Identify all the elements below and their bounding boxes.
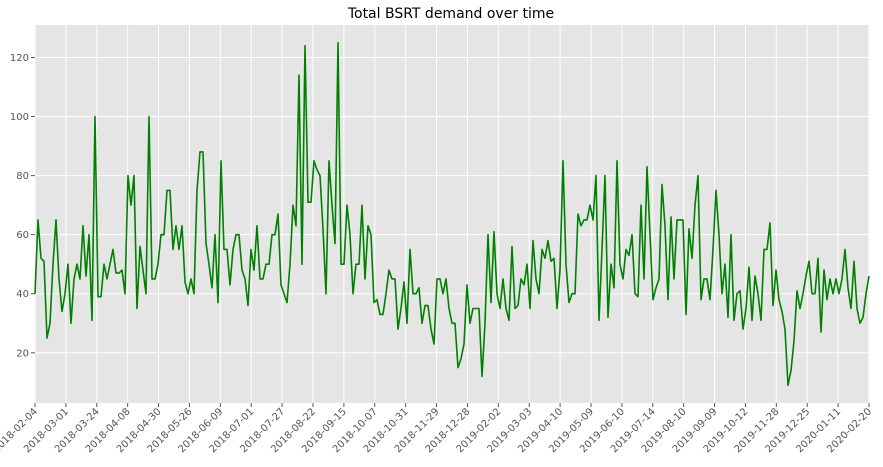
plot-area — [35, 25, 869, 403]
y-tick-label: 100 — [10, 112, 29, 123]
x-axis: 2018-02-042018-03-012018-03-242018-04-08… — [0, 403, 874, 455]
y-tick-label: 20 — [16, 348, 29, 359]
chart-title: Total BSRT demand over time — [347, 6, 554, 22]
y-gridlines — [35, 56, 869, 354]
y-tick-label: 60 — [16, 230, 29, 241]
y-tick-label: 40 — [16, 289, 29, 300]
y-tick-label: 80 — [16, 171, 29, 182]
y-tick-label: 120 — [10, 53, 29, 64]
series-line — [34, 41, 870, 387]
series-group — [34, 41, 870, 387]
y-axis: 20 40 60 80 100 120 — [10, 53, 35, 359]
